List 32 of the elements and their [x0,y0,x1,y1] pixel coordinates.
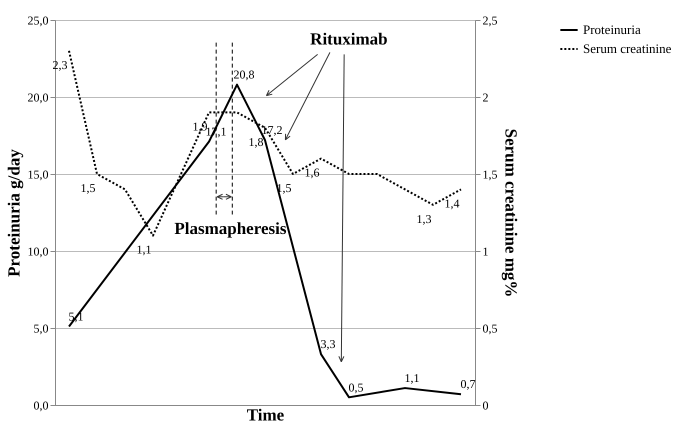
data-label: 1,1 [136,242,152,257]
data-label: 0,5 [348,380,364,394]
data-label: 20,8 [234,68,254,82]
data-label: 1,5 [80,181,96,195]
y2-tick-label: 2,5 [482,14,498,28]
y-tick-label: 25,0 [28,14,48,28]
data-label: 1,3 [416,212,432,226]
y-tick-label: 5,0 [34,322,48,336]
legend-label: Serum creatinine [583,41,672,56]
data-label: 1,8 [248,134,264,149]
y2-tick-label: 1 [482,244,488,258]
y-tick-label: 15,0 [28,168,48,182]
legend-label: Proteinuria [583,22,641,37]
data-label: 17,2 [262,123,282,138]
y-tick-label: 10,0 [28,244,48,258]
annotation: Rituximab [310,30,388,49]
y-axis-title: Proteinuria g/day [4,148,24,277]
data-label: 1,4 [444,196,460,210]
x-axis-title: Time [246,406,285,424]
y2-tick-label: 0 [482,398,488,412]
y2-tick-label: 1,5 [482,168,498,182]
y2-axis-title: Serum creatinine mg% [502,128,520,298]
y2-tick-label: 2 [482,90,488,104]
y-tick-label: 0,0 [34,398,48,412]
y2-tick-label: 0,5 [482,322,498,336]
annotation: Plasmapheresis [174,219,287,238]
data-label: 0,7 [460,377,476,392]
y-tick-label: 20,0 [28,90,48,104]
data-label: 3,3 [320,337,336,352]
data-label: 1,1 [404,371,420,386]
data-label: 1,6 [304,166,320,180]
data-label: 2,3 [52,58,68,72]
